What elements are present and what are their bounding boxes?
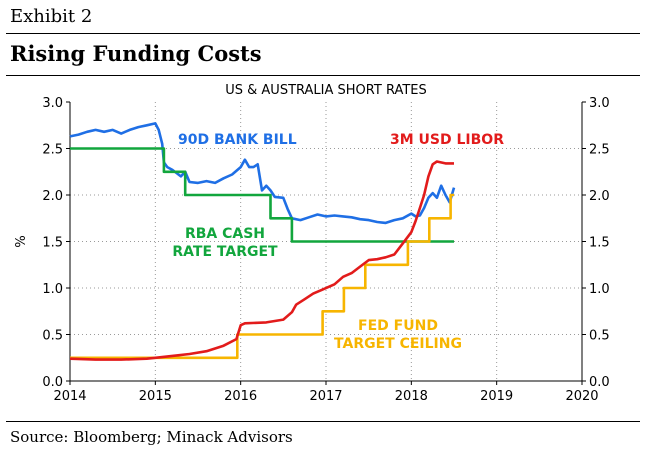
series-line-3m-usd-libor: [69, 160, 454, 361]
y-tick-label-right: 0.0: [589, 375, 610, 390]
series-label-3m-usd-libor: 3M USD LIBOR: [390, 132, 504, 148]
y-axis-label: %: [14, 235, 29, 247]
x-tick-label: 2016: [224, 389, 257, 404]
series-label-fed-fund-target-ceiling: TARGET CEILING: [334, 336, 462, 352]
series-label-90d-bank-bill: 90D BANK BILL: [178, 132, 297, 148]
series-label-rba-cash-rate-target: RBA CASH: [185, 226, 265, 242]
series-line-fed-fund-target-ceiling: [70, 193, 454, 360]
x-tick-label: 2020: [565, 389, 598, 404]
y-tick-label-left: 2.5: [42, 143, 63, 158]
y-tick-label-left: 0.5: [42, 329, 63, 344]
exhibit-number: Exhibit 2: [10, 6, 93, 27]
series-line-90d-bank-bill: [69, 122, 456, 225]
top-rule: [6, 33, 640, 34]
y-tick-label-left: 3.0: [42, 96, 63, 111]
y-tick-label-left: 2.0: [42, 189, 63, 204]
y-tick-label-right: 0.5: [589, 329, 610, 344]
y-tick-label-right: 3.0: [589, 96, 610, 111]
x-tick-label: 2015: [139, 389, 172, 404]
y-tick-label-right: 2.5: [589, 143, 610, 158]
series-line-rba-cash-rate-target: [70, 147, 454, 243]
y-tick-label-right: 1.0: [589, 282, 610, 297]
y-tick-label-left: 1.0: [42, 282, 63, 297]
y-tick-label-left: 1.5: [42, 236, 63, 251]
x-tick-label: 2017: [309, 389, 342, 404]
y-tick-label-right: 1.5: [589, 236, 610, 251]
page-title: Rising Funding Costs: [10, 41, 262, 66]
source-note: Source: Bloomberg; Minack Advisors: [10, 428, 293, 446]
chart-title: US & AUSTRALIA SHORT RATES: [225, 83, 427, 98]
y-tick-label-right: 2.0: [589, 189, 610, 204]
y-tick-label-left: 0.0: [42, 375, 63, 390]
x-tick-label: 2014: [53, 389, 86, 404]
title-rule: [6, 75, 640, 76]
x-tick-label: 2018: [395, 389, 428, 404]
bottom-rule: [6, 421, 640, 422]
series-label-rba-cash-rate-target: RATE TARGET: [172, 244, 278, 260]
series-label-fed-fund-target-ceiling: FED FUND: [358, 318, 438, 334]
x-tick-label: 2019: [480, 389, 513, 404]
